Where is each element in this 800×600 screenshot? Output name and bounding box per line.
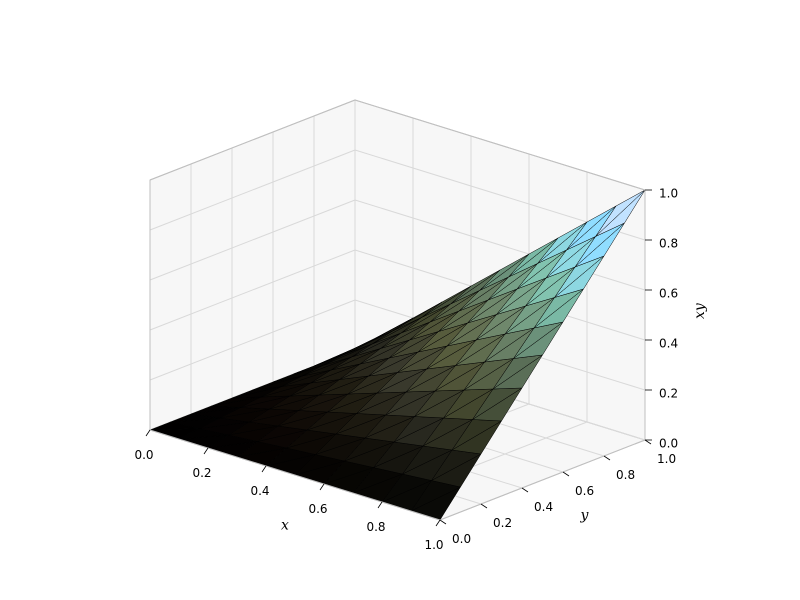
chart-3d-surface: 0.00.20.40.60.81.00.00.20.40.60.81.00.00… bbox=[0, 0, 800, 600]
svg-text:0.6: 0.6 bbox=[308, 502, 327, 516]
svg-text:0.6: 0.6 bbox=[659, 287, 678, 301]
svg-text:0.8: 0.8 bbox=[616, 468, 635, 482]
svg-text:0.4: 0.4 bbox=[534, 500, 553, 514]
svg-text:0.0: 0.0 bbox=[659, 437, 678, 451]
svg-text:0.2: 0.2 bbox=[659, 387, 678, 401]
svg-text:y: y bbox=[580, 508, 590, 524]
svg-text:0.4: 0.4 bbox=[659, 337, 678, 351]
svg-text:1.0: 1.0 bbox=[659, 187, 678, 201]
svg-text:xy: xy bbox=[692, 302, 708, 319]
svg-text:1.0: 1.0 bbox=[424, 538, 443, 552]
svg-text:0.0: 0.0 bbox=[134, 448, 153, 462]
svg-text:0.2: 0.2 bbox=[493, 516, 512, 530]
svg-text:0.8: 0.8 bbox=[659, 237, 678, 251]
svg-text:1.0: 1.0 bbox=[657, 452, 676, 466]
svg-text:0.2: 0.2 bbox=[192, 466, 211, 480]
svg-text:x: x bbox=[281, 518, 289, 534]
svg-text:0.6: 0.6 bbox=[575, 484, 594, 498]
svg-text:0.8: 0.8 bbox=[366, 520, 385, 534]
svg-text:0.4: 0.4 bbox=[250, 484, 269, 498]
svg-text:0.0: 0.0 bbox=[452, 532, 471, 546]
